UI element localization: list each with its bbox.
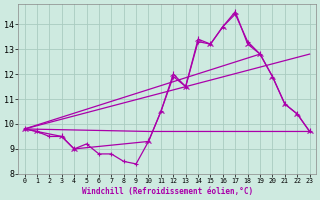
X-axis label: Windchill (Refroidissement éolien,°C): Windchill (Refroidissement éolien,°C) xyxy=(82,187,253,196)
